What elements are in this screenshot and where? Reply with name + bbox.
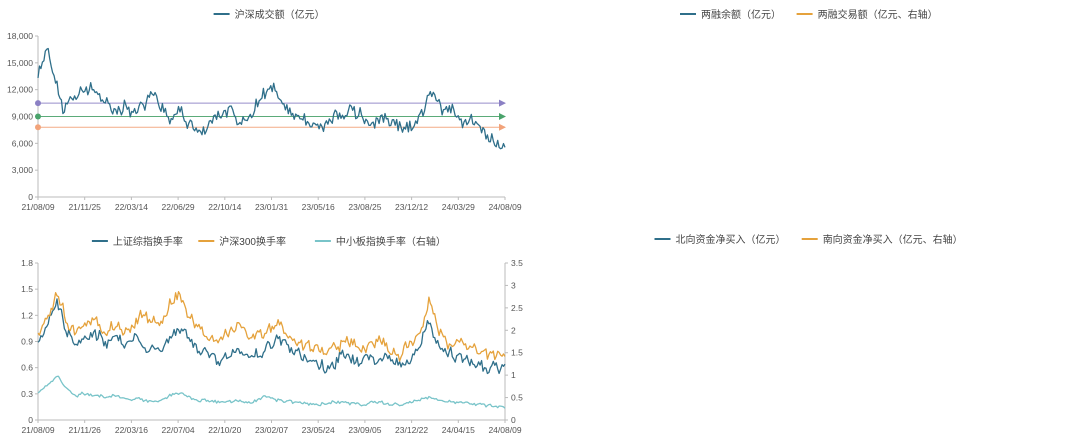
y2-tick-label: 1 — [511, 370, 516, 380]
x-tick-label: 24/04/15 — [442, 425, 475, 435]
x-tick-label: 23/05/24 — [302, 425, 335, 435]
legend-label: 南向资金净买入（亿元、右轴） — [823, 233, 963, 246]
y-tick-label: 0 — [28, 192, 33, 202]
x-tick-label: 23/02/07 — [255, 425, 288, 435]
y-tick-label: 9,000 — [12, 112, 34, 122]
y-tick-label: 12,000 — [7, 85, 33, 95]
chart-root: -150-100-50050100150200250-90-60-3003060… — [654, 233, 963, 246]
y-tick-label: 1.8 — [21, 258, 33, 268]
x-tick-label: 22/07/04 — [162, 425, 195, 435]
x-tick-label: 23/01/31 — [255, 202, 288, 212]
x-tick-label: 23/12/22 — [395, 425, 428, 435]
y2-tick-label: 0.5 — [511, 393, 523, 403]
y2-tick-label: 1.5 — [511, 348, 523, 358]
y-tick-label: 3,000 — [12, 165, 34, 175]
legend-label: 两融余额（亿元） — [701, 8, 781, 21]
legend-label: 两融交易额（亿元、右轴） — [818, 8, 938, 21]
x-tick-label: 21/08/09 — [21, 425, 54, 435]
y-tick-label: 15,000 — [7, 58, 33, 68]
x-tick-label: 21/11/25 — [68, 202, 101, 212]
legend-label: 沪深成交额（亿元） — [235, 8, 325, 21]
y2-tick-label: 0 — [511, 415, 516, 425]
y-tick-label: 0.9 — [21, 337, 33, 347]
chart-svg-turnover: 0 3,000 6,000 9,000 12,000 15,000 18,000 21/08/… — [7, 8, 522, 212]
y-tick-label: 1.2 — [21, 310, 33, 320]
chart-root: 0 3,000 6,000 9,000 12,000 15,000 18,000 21/08/… — [7, 8, 522, 212]
reference-line-marker — [35, 124, 41, 131]
x-tick-label: 22/06/29 — [162, 202, 195, 212]
reference-line-arrow — [499, 99, 506, 107]
legend-label: 沪深300换手率 — [219, 235, 286, 248]
reference-line-marker — [35, 113, 41, 120]
legend-label: 中小板指换手率（右轴） — [336, 235, 446, 248]
x-tick-label: 23/09/05 — [348, 425, 381, 435]
y-tick-label: 0.3 — [21, 389, 33, 399]
reference-line-arrow — [499, 113, 506, 120]
y2-tick-label: 3.5 — [511, 258, 523, 268]
x-tick-label: 22/03/14 — [115, 202, 148, 212]
x-tick-label: 21/08/09 — [21, 202, 54, 212]
chart-capital-flow: -150-100-50050100150200250-90-60-3003060… — [540, 222, 1080, 444]
chart-svg-capital-flow: -150-100-50050100150200250-90-60-3003060… — [654, 233, 963, 246]
chart-turnover-rate: 0 0.3 0.6 0.9 1.2 1.5 1.8 0 0.5 1 1.5 2 2.5 3 3.5 21/08… — [0, 222, 540, 444]
chart-svg-turnover-rate: 0 0.3 0.6 0.9 1.2 1.5 1.8 0 0.5 1 1.5 2 2.5 3 3.5 21/08… — [21, 235, 523, 435]
chart-root: 14,211.1214,40014,70015,00015,30015,488.… — [680, 8, 938, 21]
series-line — [37, 375, 506, 409]
y-tick-label: 0.6 — [21, 363, 33, 373]
chart-svg-margin: 14,211.1214,40014,70015,00015,30015,488.… — [680, 8, 938, 21]
x-tick-label: 23/05/16 — [302, 202, 335, 212]
x-tick-label: 22/10/14 — [208, 202, 241, 212]
x-tick-label: 23/12/12 — [395, 202, 428, 212]
reference-line-marker — [35, 100, 41, 107]
x-tick-label: 24/08/09 — [488, 202, 521, 212]
y2-tick-label: 2.5 — [511, 303, 523, 313]
chart-root: 0 0.3 0.6 0.9 1.2 1.5 1.8 0 0.5 1 1.5 2 2.5 3 3.5 21/08… — [21, 235, 523, 435]
x-tick-label: 23/08/25 — [348, 202, 381, 212]
x-tick-label: 21/11/26 — [68, 425, 101, 435]
chart-turnover: 0 3,000 6,000 9,000 12,000 15,000 18,000 21/08/… — [0, 0, 540, 222]
y-tick-label: 18,000 — [7, 31, 33, 41]
legend-label: 北向资金净买入（亿元） — [676, 233, 786, 246]
x-tick-label: 22/03/16 — [115, 425, 148, 435]
x-tick-label: 22/10/20 — [208, 425, 241, 435]
y-tick-label: 0 — [28, 415, 33, 425]
x-tick-label: 24/03/29 — [442, 202, 475, 212]
chart-margin: 14,211.1214,40014,70015,00015,30015,488.… — [540, 0, 1080, 222]
y-tick-label: 1.5 — [21, 284, 33, 294]
y-tick-label: 6,000 — [12, 138, 34, 148]
x-tick-label: 24/08/09 — [488, 425, 521, 435]
y2-tick-label: 3 — [511, 280, 516, 290]
legend-label: 上证综指换手率 — [113, 235, 183, 248]
reference-line-arrow — [499, 123, 506, 131]
y2-tick-label: 2 — [511, 325, 516, 335]
series-line — [37, 47, 506, 150]
series-line — [37, 298, 506, 375]
series-line — [37, 291, 506, 362]
